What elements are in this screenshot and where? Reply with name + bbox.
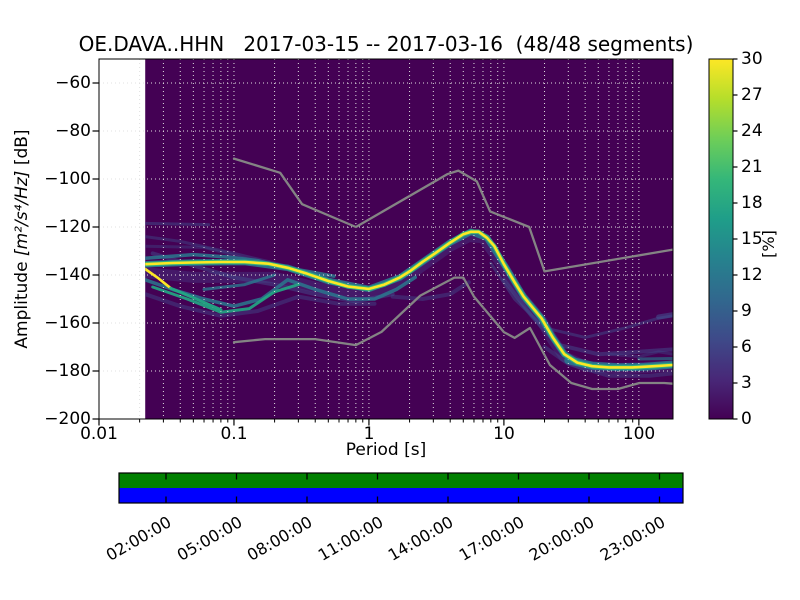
colorbar-tick-label: 18 (741, 193, 763, 213)
y-tick-label: −160 (44, 313, 91, 333)
plot-title: OE.DAVA..HHN 2017-03-15 -- 2017-03-16 (4… (78, 32, 694, 56)
psd-strand (607, 350, 673, 359)
colorbar-tick-label: 0 (741, 409, 752, 429)
x-tick-label: 100 (622, 424, 656, 444)
availability-bar (118, 472, 684, 504)
psd-strand (145, 267, 172, 290)
x-tick-label: 10 (493, 424, 515, 444)
psd-mode-ridge (145, 229, 673, 370)
colorbar-tick-label: 15 (741, 229, 763, 249)
colorbar-tick-label: 3 (741, 373, 752, 393)
availability-row-bottom (119, 488, 683, 503)
y-tick-label: −120 (44, 217, 91, 237)
plot-frame (98, 58, 674, 420)
colorbar-tick-label: 12 (741, 265, 763, 285)
colorbar-tick-label: 30 (741, 49, 763, 69)
noise-model-lines (232, 157, 673, 391)
colorbar-tick-label: 24 (741, 121, 763, 141)
colorbar-tick-label: 9 (741, 301, 752, 321)
x-axis-label: Period [s] (345, 440, 427, 460)
psd-strand (501, 277, 673, 357)
axes-frame-and-ticks (92, 58, 674, 426)
x-tick-label: 0.1 (220, 424, 248, 444)
psd-strand (145, 221, 211, 227)
colorbar-gradient (708, 58, 734, 420)
y-tick-label: −200 (44, 409, 91, 429)
colorbar-label: [%] (759, 230, 778, 258)
x-tick-label: 1 (363, 424, 375, 444)
psd-strand (202, 273, 277, 291)
y-tick-label: −180 (44, 361, 91, 381)
colorbar-tick-label: 27 (741, 85, 763, 105)
psd-strand (151, 283, 300, 314)
x-tick-label: 0.01 (80, 424, 118, 444)
psd-mode-line (145, 230, 673, 369)
y-tick-label: −60 (55, 73, 91, 93)
psd-strand (637, 357, 673, 361)
no-data-region (99, 59, 146, 419)
y-tick-label: −140 (44, 265, 91, 285)
nhnm-line (232, 157, 673, 273)
availability-row-top (119, 473, 683, 488)
colorbar-tick-label: 6 (741, 337, 752, 357)
psd-strand (390, 280, 471, 301)
colorbar-tick-label: 21 (741, 157, 763, 177)
psd-strand (656, 312, 673, 320)
y-tick-label: −80 (55, 121, 91, 141)
gridlines (99, 59, 673, 419)
colorbar (708, 58, 738, 420)
y-tick-label: −100 (44, 169, 91, 189)
nlnm-line (232, 276, 673, 391)
psd-strand (145, 252, 336, 278)
availability-frame (118, 472, 684, 504)
psd-strand (169, 286, 223, 312)
